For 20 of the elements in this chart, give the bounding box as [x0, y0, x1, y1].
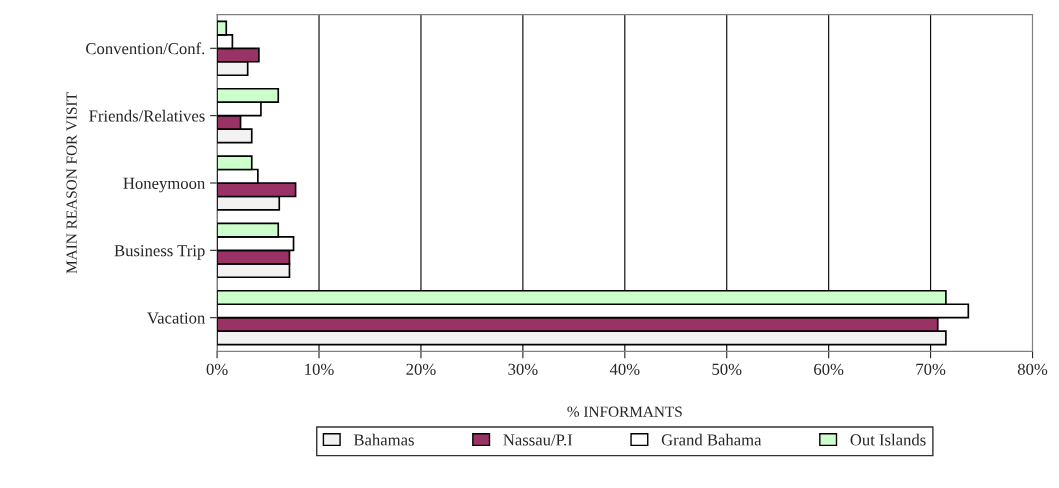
y-tick-label: Vacation: [147, 312, 206, 324]
x-tick-label: 30%: [508, 363, 538, 375]
legend-label: Grand Bahama: [661, 433, 762, 446]
legend-label: Nassau/P.I: [503, 434, 573, 446]
y-tick-label: Business Trip: [114, 245, 205, 260]
y-axis-title: MAIN REASON FOR VISIT: [66, 92, 77, 274]
x-tick-label: 60%: [814, 363, 844, 375]
x-tick-label: 70%: [916, 363, 946, 375]
x-tick-label: 80%: [1017, 363, 1048, 375]
y-tick-label: Friends/Relatives: [89, 109, 205, 122]
x-axis-title: % INFORMANTS: [567, 406, 682, 417]
x-tick-label: 40%: [609, 363, 640, 375]
x-tick-label: 50%: [712, 363, 742, 375]
y-tick-label: Convention/Conf.: [86, 42, 205, 55]
x-tick-label: 10%: [305, 363, 334, 375]
y-tick-label: Honeymoon: [123, 177, 206, 193]
x-tick-label: 20%: [406, 363, 436, 375]
legend-label: Out Islands: [850, 433, 926, 446]
legend-label: Bahamas: [353, 433, 414, 446]
x-tick-label: 0%: [206, 363, 228, 375]
